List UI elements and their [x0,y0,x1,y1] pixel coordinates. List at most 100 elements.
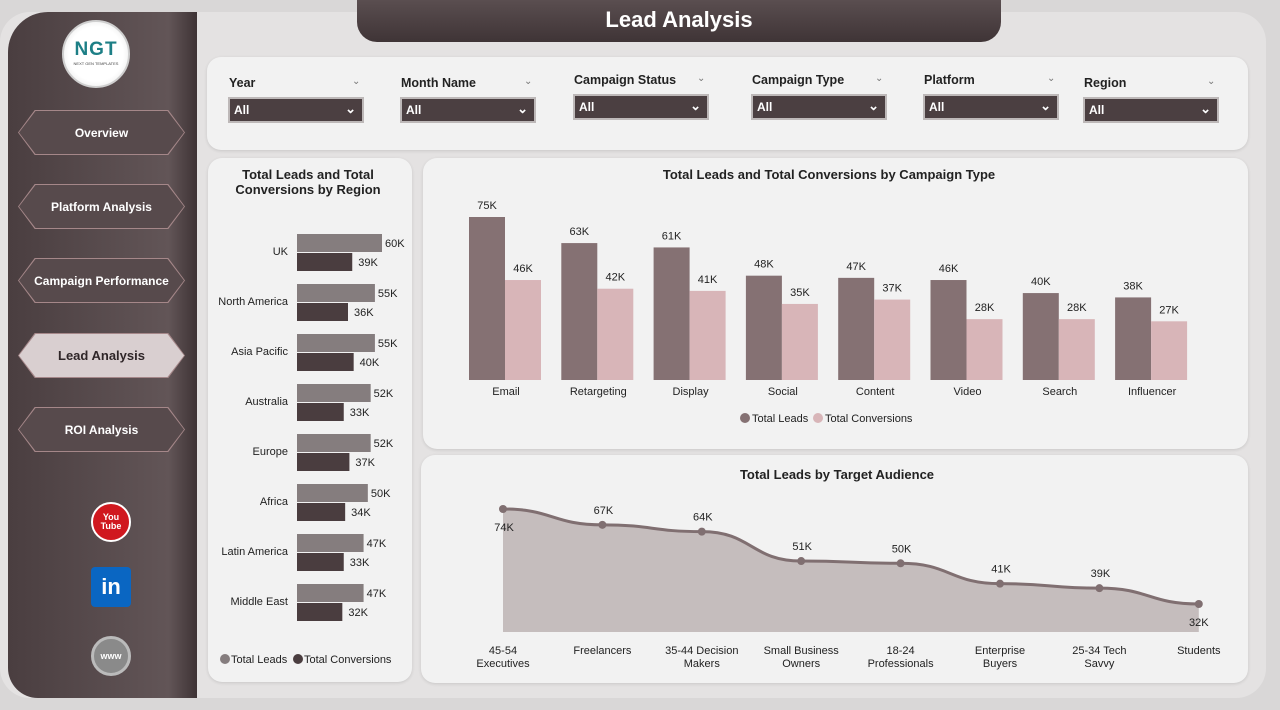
nav-label: Lead Analysis [19,334,184,377]
chevron-down-icon[interactable]: ⌄ [1047,73,1056,84]
nav-lead-analysis[interactable]: Lead Analysis [18,333,185,378]
region-leads-label: 47K [367,538,387,550]
audience-point [697,527,706,536]
nav-campaign-performance[interactable]: Campaign Performance [18,258,185,303]
region-leads-bar [297,484,368,502]
campaign-leads-label: 63K [570,226,590,238]
globe-label: www [100,651,122,661]
campaign-category-label: Video [954,386,982,398]
campaign-conversions-label: 27K [1159,304,1179,316]
chevron-down-icon[interactable]: ⌄ [1207,76,1216,87]
region-conversions-label: 40K [360,357,380,369]
audience-category-label: 45-54 [489,645,517,657]
chevron-down-icon[interactable]: ⌄ [697,73,706,84]
chevron-down-icon[interactable]: ⌄ [524,76,533,87]
campaign-conversions-bar [1151,321,1188,380]
region-conversions-bar [297,353,354,371]
region-leads-bar [297,584,364,602]
audience-point [996,579,1004,588]
campaign-conversions-bar [597,288,634,380]
campaign-category-label: Retargeting [570,386,627,398]
region-leads-label: 55K [378,338,398,350]
audience-category-label: Makers [684,658,721,670]
campaign-conversions-label: 42K [606,272,626,284]
region-conversions-label: 32K [348,607,368,619]
region-leads-label: 60K [385,238,405,250]
nav-platform-analysis[interactable]: Platform Analysis [18,184,185,229]
region-leads-label: 55K [378,288,398,300]
chevron-down-icon[interactable]: ⌄ [352,76,361,87]
region-label: Asia Pacific [231,346,288,358]
campaign-category-label: Display [673,386,710,398]
campaign-category-label: Influencer [1128,386,1177,398]
nav-roi-analysis[interactable]: ROI Analysis [18,407,185,452]
legend-leads-label: Total Leads [752,413,809,425]
filter-dropdown-3[interactable]: All ⌄ [751,94,887,120]
campaign-leads-bar [838,277,875,380]
audience-category-label: Executives [476,658,530,670]
region-conversions-bar [297,503,346,521]
campaign-category-label: Social [768,386,798,398]
region-conversions-bar [297,403,344,421]
region-leads-label: 47K [367,588,387,600]
campaign-leads-bar [1115,297,1152,380]
campaign-leads-bar [745,275,782,380]
campaign-category-label: Content [856,386,895,398]
audience-value-label: 74K [494,522,514,534]
filter-value: All [929,100,945,114]
chevron-down-icon[interactable]: ⌄ [875,73,884,84]
audience-value-label: 32K [1189,617,1209,629]
audience-value-label: 50K [892,543,912,555]
audience-category-label: Enterprise [975,645,1025,657]
region-conversions-bar [297,253,353,271]
audience-category-label: 25-34 Tech [1072,645,1126,657]
region-conversions-label: 33K [350,557,370,569]
filter-label-5: Region [1084,76,1127,90]
filter-dropdown-4[interactable]: All ⌄ [923,94,1059,120]
filter-label-2: Campaign Status [574,73,677,87]
region-conversions-label: 37K [355,457,375,469]
campaign-conversions-label: 41K [698,274,718,286]
campaign-leads-label: 75K [477,200,497,212]
region-conversions-label: 34K [351,507,371,519]
chevron-down-icon: ⌄ [1040,98,1051,113]
filter-value: All [234,103,250,117]
audience-category-label: Buyers [983,658,1018,670]
filter-label-3: Campaign Type [752,73,845,87]
filter-dropdown-1[interactable]: All ⌄ [400,97,536,123]
filter-value: All [406,103,422,117]
filter-dropdown-0[interactable]: All ⌄ [228,97,364,123]
audience-category-label: Savvy [1084,658,1114,670]
filter-dropdown-5[interactable]: All ⌄ [1083,97,1219,123]
filter-value: All [579,100,595,114]
logo-text: NGT [74,39,118,60]
nav-overview[interactable]: Overview [18,110,185,155]
audience-point [598,520,607,529]
legend-conversions-marker [293,654,303,664]
filter-label-1: Month Name [401,76,476,90]
region-label: Australia [245,396,289,408]
page-title: Lead Analysis [357,0,1001,42]
filter-dropdown-2[interactable]: All ⌄ [573,94,709,120]
campaign-leads-bar [561,243,598,380]
campaign-conversions-label: 28K [975,302,995,314]
nav-label: Overview [19,111,184,154]
legend-conversions-label: Total Conversions [825,413,913,425]
campaign-conversions-label: 37K [882,283,902,295]
audience-point [797,557,806,566]
campaign-conversions-bar [781,303,818,380]
audience-line [502,507,1199,606]
region-chart-title: Total Leads and Total Conversions by Reg… [235,167,381,197]
region-conversions-bar [297,553,344,571]
campaign-leads-label: 46K [939,263,959,275]
globe-icon[interactable]: www [91,636,131,676]
audience-category-label: Owners [782,658,820,670]
youtube-icon[interactable]: You Tube [91,502,131,542]
audience-category-label: Small Business [764,645,840,657]
campaign-category-label: Search [1042,386,1077,398]
filter-value: All [757,100,773,114]
linkedin-icon[interactable]: in [91,567,131,607]
campaign-conversions-bar [505,280,541,380]
audience-point [1194,600,1203,609]
